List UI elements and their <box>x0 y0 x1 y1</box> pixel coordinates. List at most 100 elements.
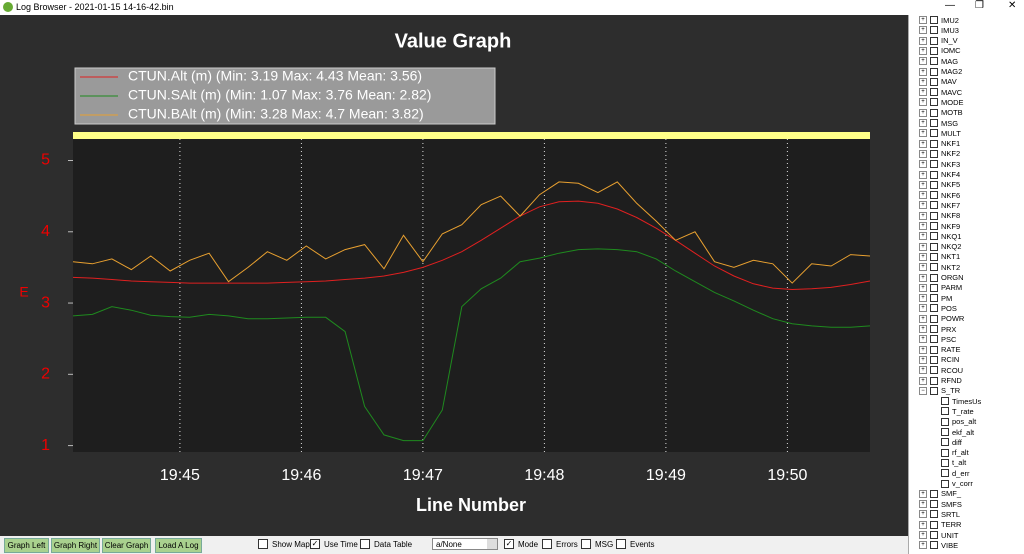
tree-checkbox[interactable] <box>930 531 938 539</box>
expand-toggle[interactable]: + <box>919 16 927 24</box>
expand-toggle[interactable]: + <box>919 304 927 313</box>
tree-label[interactable]: T_rate <box>952 406 974 416</box>
tree-checkbox[interactable] <box>930 129 938 138</box>
checkbox-option[interactable]: Errors <box>542 539 578 549</box>
tree-checkbox[interactable] <box>930 314 938 323</box>
tree-checkbox[interactable] <box>941 428 949 436</box>
tree-checkbox[interactable] <box>930 88 938 97</box>
tree-label[interactable]: MAG <box>941 56 959 66</box>
checkbox[interactable]: ✓ <box>504 539 514 549</box>
expand-toggle[interactable]: + <box>919 314 927 323</box>
tree-label[interactable]: NKF6 <box>941 190 961 200</box>
expand-toggle[interactable]: + <box>919 26 927 35</box>
checkbox-option[interactable]: MSG <box>581 539 613 549</box>
tree-checkbox[interactable] <box>930 304 938 313</box>
tree-label[interactable]: NKQ1 <box>941 231 962 241</box>
expand-toggle[interactable]: + <box>919 77 927 86</box>
tree-label[interactable]: MAV <box>941 77 957 87</box>
tree-label[interactable]: RATE <box>941 345 961 355</box>
expand-toggle[interactable]: + <box>919 149 927 158</box>
checkbox-option[interactable]: ✓ Mode <box>504 539 538 549</box>
tree-label[interactable]: VIBE <box>941 540 959 550</box>
tree-checkbox[interactable] <box>930 345 938 354</box>
expand-toggle[interactable]: + <box>919 263 927 272</box>
tree-label[interactable]: MOTB <box>941 108 963 118</box>
expand-toggle[interactable]: + <box>919 160 927 169</box>
tree-checkbox[interactable] <box>930 191 938 200</box>
tree-label[interactable]: v_corr <box>952 479 973 488</box>
tree-label[interactable]: diff <box>952 437 962 447</box>
tree-checkbox[interactable] <box>941 438 949 447</box>
tree-checkbox[interactable] <box>941 397 949 406</box>
tree-label[interactable]: NKF9 <box>941 221 961 231</box>
expand-toggle[interactable]: + <box>919 67 927 76</box>
checkbox[interactable] <box>258 539 268 549</box>
tree-label[interactable]: PSC <box>941 334 957 344</box>
tree-label[interactable]: t_alt <box>952 458 967 468</box>
tree-label[interactable]: MAVC <box>941 87 963 97</box>
button[interactable]: Graph Right <box>51 538 100 553</box>
expand-toggle[interactable]: + <box>919 345 927 354</box>
tree-checkbox[interactable] <box>930 263 938 272</box>
tree-checkbox[interactable] <box>930 36 938 45</box>
tree-label[interactable]: NKT2 <box>941 262 961 272</box>
tree-checkbox[interactable] <box>930 108 938 117</box>
tree-checkbox[interactable] <box>930 386 938 395</box>
tree-label[interactable]: NKT1 <box>941 252 961 262</box>
expand-toggle[interactable]: + <box>919 98 927 107</box>
tree-label[interactable]: IMU2 <box>941 15 959 25</box>
expand-toggle[interactable]: + <box>919 376 927 385</box>
tree-label[interactable]: MULT <box>941 128 961 138</box>
tree-label[interactable]: PARM <box>941 283 963 293</box>
tree-label[interactable]: NKF5 <box>941 180 961 190</box>
tree-checkbox[interactable] <box>930 16 938 24</box>
tree-label[interactable]: NKF7 <box>941 200 961 210</box>
tree-label[interactable]: TERR <box>941 520 962 530</box>
tree-label[interactable]: IMU3 <box>941 25 959 35</box>
tree-checkbox[interactable] <box>930 180 938 189</box>
checkbox-option[interactable]: Data Table <box>360 539 412 549</box>
tree-label[interactable]: UNIT <box>941 530 959 540</box>
tree-label[interactable]: NKQ2 <box>941 242 962 252</box>
tree-checkbox[interactable] <box>930 489 938 498</box>
tree-checkbox[interactable] <box>930 366 938 375</box>
tree-label[interactable]: SRTL <box>941 509 961 519</box>
tree-checkbox[interactable] <box>941 469 949 478</box>
tree-checkbox[interactable] <box>930 500 938 509</box>
tree-checkbox[interactable] <box>930 211 938 220</box>
tree-checkbox[interactable] <box>930 541 938 550</box>
expand-toggle[interactable]: + <box>919 119 927 127</box>
expand-toggle[interactable]: − <box>919 386 927 395</box>
checkbox[interactable] <box>581 539 591 549</box>
tree-label[interactable]: IOMC <box>941 46 961 56</box>
tree-label[interactable]: MODE <box>941 97 964 107</box>
expand-toggle[interactable]: + <box>919 88 927 97</box>
tree-label[interactable]: NKF3 <box>941 159 961 169</box>
tree-label[interactable]: NKF1 <box>941 139 961 149</box>
checkbox[interactable] <box>616 539 626 549</box>
expand-toggle[interactable]: + <box>919 139 927 148</box>
tree-checkbox[interactable] <box>930 26 938 35</box>
expand-toggle[interactable]: + <box>919 325 927 333</box>
checkbox[interactable]: ✓ <box>310 539 320 549</box>
dropdown[interactable]: a/None <box>432 538 498 550</box>
expand-toggle[interactable]: + <box>919 366 927 375</box>
tree-label[interactable]: POS <box>941 303 957 313</box>
tree-checkbox[interactable] <box>930 139 938 148</box>
tree-checkbox[interactable] <box>930 222 938 230</box>
tree-label[interactable]: NKF4 <box>941 170 961 179</box>
expand-toggle[interactable]: + <box>919 531 927 539</box>
button[interactable]: Graph Left <box>4 538 49 553</box>
tree-label[interactable]: IN_V <box>941 36 958 46</box>
expand-toggle[interactable]: + <box>919 242 927 251</box>
tree-label[interactable]: NKF8 <box>941 211 961 221</box>
tree-checkbox[interactable] <box>930 335 938 344</box>
expand-toggle[interactable]: + <box>919 201 927 210</box>
expand-toggle[interactable]: + <box>919 57 927 66</box>
tree-checkbox[interactable] <box>930 98 938 107</box>
tree-checkbox[interactable] <box>930 160 938 169</box>
maximize-button[interactable]: ❐ <box>975 0 984 11</box>
tree-checkbox[interactable] <box>930 57 938 66</box>
tree-label[interactable]: d_err <box>952 468 970 478</box>
tree-label[interactable]: ekf_alt <box>952 427 975 437</box>
